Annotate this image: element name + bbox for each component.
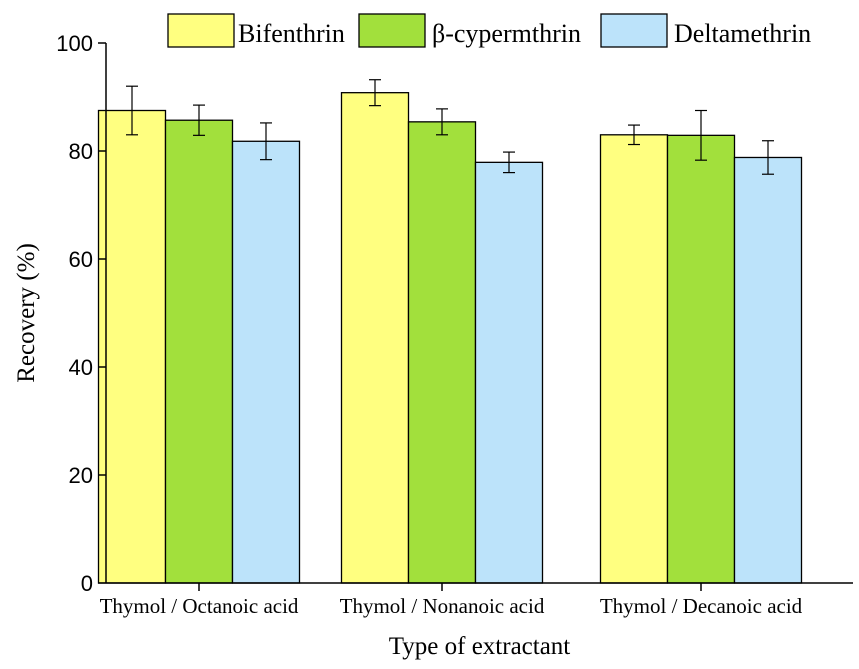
legend-label: Bifenthrin (238, 19, 345, 48)
legend-label: Deltamethrin (674, 19, 811, 48)
legend: Bifenthrin β-cypermthrin Deltamethrin (167, 13, 811, 48)
bar (231, 140, 301, 584)
y-tick-label: 20 (69, 463, 93, 488)
bar (407, 121, 477, 584)
bar (164, 119, 234, 584)
bar (599, 134, 669, 584)
x-ticks: Thymol / Octanoic acid Thymol / Nonanoic … (100, 583, 803, 618)
x-tick-label: Thymol / Decanoic acid (600, 594, 803, 618)
y-tick-label: 100 (56, 31, 93, 56)
axes (105, 43, 853, 584)
y-tick-label: 60 (69, 247, 93, 272)
error-bars (126, 79, 774, 175)
bar (340, 92, 410, 584)
bar (666, 134, 736, 584)
legend-label: β-cypermthrin (432, 19, 581, 48)
y-tick-label: 0 (81, 571, 93, 596)
x-axis-title: Type of extractant (389, 633, 571, 660)
y-ticks: 0 20 40 60 80 100 (56, 31, 106, 596)
bars (97, 92, 803, 584)
legend-swatch (358, 13, 426, 48)
x-tick-label: Thymol / Nonanoic acid (340, 594, 545, 618)
legend-swatch (600, 13, 668, 48)
x-tick-label: Thymol / Octanoic acid (100, 594, 299, 618)
y-tick-label: 80 (69, 139, 93, 164)
y-axis-title: Recovery (%) (13, 243, 40, 383)
legend-swatch (167, 13, 235, 48)
bar (733, 156, 803, 584)
bar (474, 161, 544, 584)
bar (97, 109, 167, 584)
y-tick-label: 40 (69, 355, 93, 380)
